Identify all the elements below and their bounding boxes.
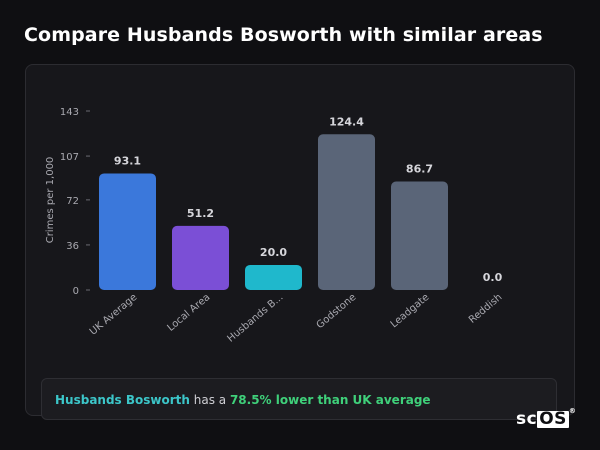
y-axis-label: Crimes per 1,000 bbox=[45, 157, 56, 244]
bar-value-label: 86.7 bbox=[406, 162, 433, 175]
bar-uk-average bbox=[99, 173, 156, 290]
bar-local-area bbox=[172, 225, 229, 290]
x-category-label: Husbands B... bbox=[225, 292, 285, 345]
y-tick-label: 36 bbox=[66, 241, 79, 252]
y-tick-label: 0 bbox=[73, 286, 79, 297]
x-category-label: Local Area bbox=[165, 292, 212, 334]
callout-area-name: Husbands Bosworth bbox=[55, 393, 190, 407]
logo-boxed: OS bbox=[537, 409, 569, 429]
bar-godstone bbox=[318, 134, 375, 290]
x-category-label: UK Average bbox=[88, 292, 140, 338]
callout-text: has a bbox=[189, 393, 230, 407]
bar-husbands-b bbox=[245, 264, 302, 290]
x-category-label: Godstone bbox=[315, 292, 359, 331]
y-tick-label: 143 bbox=[60, 107, 79, 118]
bar-value-label: 124.4 bbox=[329, 115, 364, 128]
bar-value-label: 20.0 bbox=[260, 246, 287, 259]
y-tick-label: 72 bbox=[66, 196, 79, 207]
page-title: Compare Husbands Bosworth with similar a… bbox=[24, 24, 543, 46]
bar-leadgate bbox=[391, 181, 448, 290]
y-tick-label: 107 bbox=[60, 152, 79, 163]
logo-registered-mark: ® bbox=[568, 407, 577, 415]
bar-value-label: 0.0 bbox=[483, 271, 503, 284]
comparison-callout: Husbands Bosworth has a 78.5% lower than… bbox=[41, 378, 557, 420]
callout-difference: 78.5% lower than UK average bbox=[229, 393, 431, 407]
scos-logo: sc OS ® bbox=[516, 407, 577, 429]
x-category-label: Leadgate bbox=[389, 292, 432, 330]
logo-prefix: sc bbox=[516, 409, 538, 429]
x-category-label: Reddish bbox=[467, 292, 504, 326]
bar-value-label: 51.2 bbox=[187, 207, 214, 220]
bar-value-label: 93.1 bbox=[114, 154, 141, 167]
